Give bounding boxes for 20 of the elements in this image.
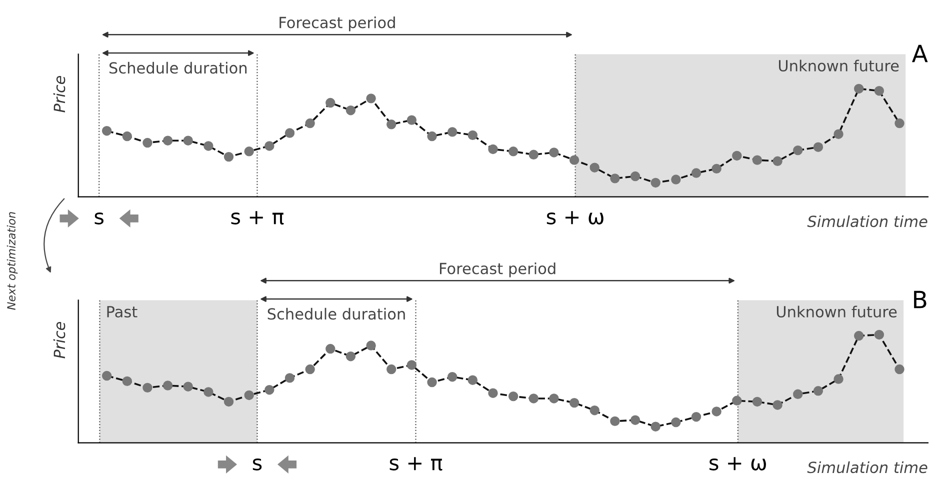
text: s + ω [710,457,766,470]
text: Schedule duration [268,308,405,320]
text: s [94,212,104,224]
x-axis-title: Simulation time [807,461,928,474]
text: s [252,458,262,470]
text: Past [107,306,138,318]
text: Unknown future [776,306,897,318]
text: s + π [231,211,284,225]
text: Forecast period [440,262,556,278]
chart-title: B [914,290,926,308]
x-axis-title: Simulation time [807,215,928,228]
text: Unknown future [778,60,899,72]
text: s + ω [546,211,604,224]
text: Next optimization [6,212,18,310]
y-axis-title: Price [53,322,66,358]
y-axis-title: Price [53,76,66,112]
text: s + π [390,457,442,471]
chart-title: A [912,44,928,62]
text: Forecast period [280,16,395,32]
text: Schedule duration [109,62,247,74]
